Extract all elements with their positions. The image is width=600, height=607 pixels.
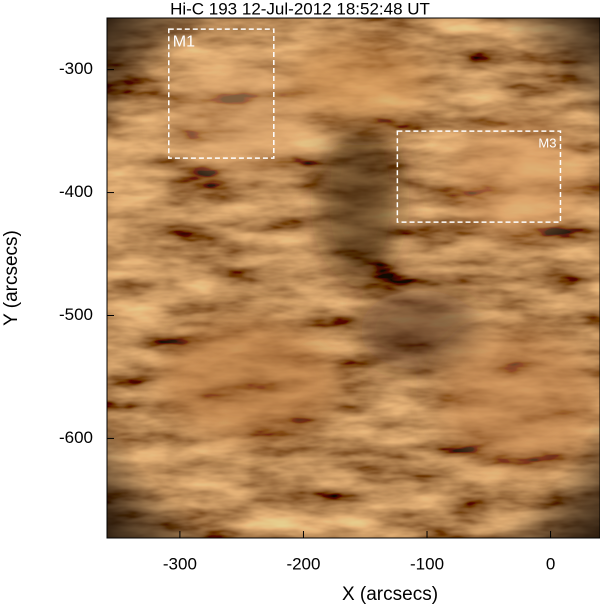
y-tick-label: -300: [59, 59, 93, 78]
y-tick-label: -500: [59, 305, 93, 324]
x-tick-label: 0: [546, 554, 555, 573]
x-tick-label: -300: [163, 554, 197, 573]
region-box: [396, 130, 562, 223]
chart-title: Hi-C 193 12-Jul-2012 18:52:48 UT: [170, 0, 430, 18]
y-tick-label: -600: [59, 428, 93, 447]
x-tick-label: -100: [410, 554, 444, 573]
region-label: M1: [173, 33, 195, 50]
x-axis-label: X (arcsecs): [342, 584, 438, 605]
x-tick-label: -200: [286, 554, 320, 573]
plot-frame: [106, 17, 600, 539]
y-axis-label: Y (arcsecs): [1, 230, 22, 326]
solar-image: [107, 18, 600, 538]
y-tick-label: -400: [59, 182, 93, 201]
region-label: M3: [538, 136, 556, 151]
region-box: [168, 28, 275, 159]
